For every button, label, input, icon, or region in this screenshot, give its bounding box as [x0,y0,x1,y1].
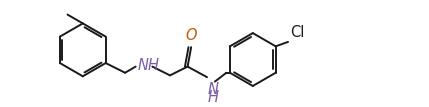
Text: N: N [208,82,219,97]
Text: O: O [185,28,197,43]
Text: H: H [208,90,219,105]
Text: NH: NH [137,58,160,73]
Text: Cl: Cl [290,25,304,40]
